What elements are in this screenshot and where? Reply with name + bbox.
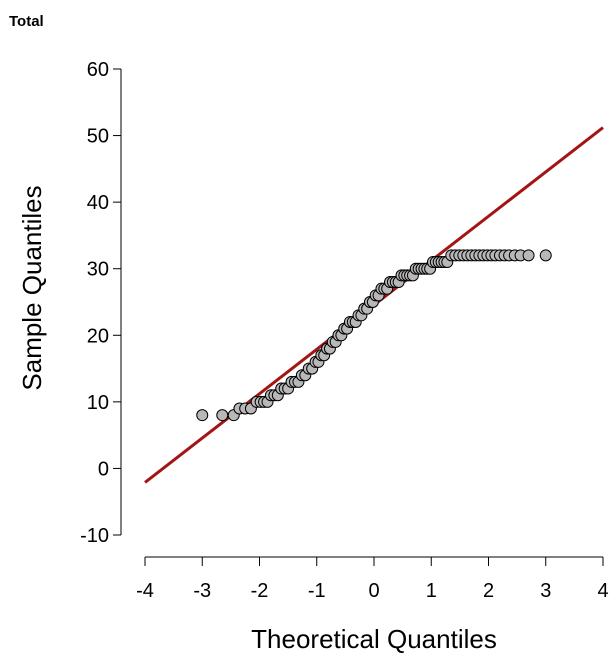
y-tick-label: -10 — [80, 525, 109, 547]
x-tick-label: 3 — [540, 580, 551, 602]
x-axis-label: Theoretical Quantiles — [251, 624, 497, 654]
y-tick-label: 10 — [87, 392, 109, 414]
data-point — [522, 249, 535, 262]
data-point — [196, 409, 209, 422]
y-tick-label: 60 — [87, 59, 109, 81]
y-tick-label: 0 — [98, 458, 109, 480]
x-tick-label: 1 — [426, 580, 437, 602]
data-point — [216, 409, 229, 422]
x-tick-label: 4 — [597, 580, 608, 602]
data-point — [539, 249, 552, 262]
x-tick-label: 0 — [368, 580, 379, 602]
chart-title: Total — [9, 13, 44, 30]
x-tick-label: -2 — [251, 580, 269, 602]
x-tick-label: 2 — [483, 580, 494, 602]
x-tick-label: -1 — [308, 580, 326, 602]
x-axis: -4 -3 -2 -1 0 1 2 3 4 — [136, 556, 609, 602]
y-tick-label: 40 — [87, 192, 109, 214]
x-tick-label: -4 — [136, 580, 154, 602]
y-axis: -10 0 10 20 30 40 50 60 — [80, 59, 122, 547]
y-tick-label: 20 — [87, 325, 109, 347]
y-tick-label: 30 — [87, 259, 109, 281]
x-tick-label: -3 — [193, 580, 211, 602]
y-axis-label: Sample Quantiles — [17, 185, 47, 390]
y-tick-label: 50 — [87, 126, 109, 148]
points-layer — [196, 249, 552, 422]
